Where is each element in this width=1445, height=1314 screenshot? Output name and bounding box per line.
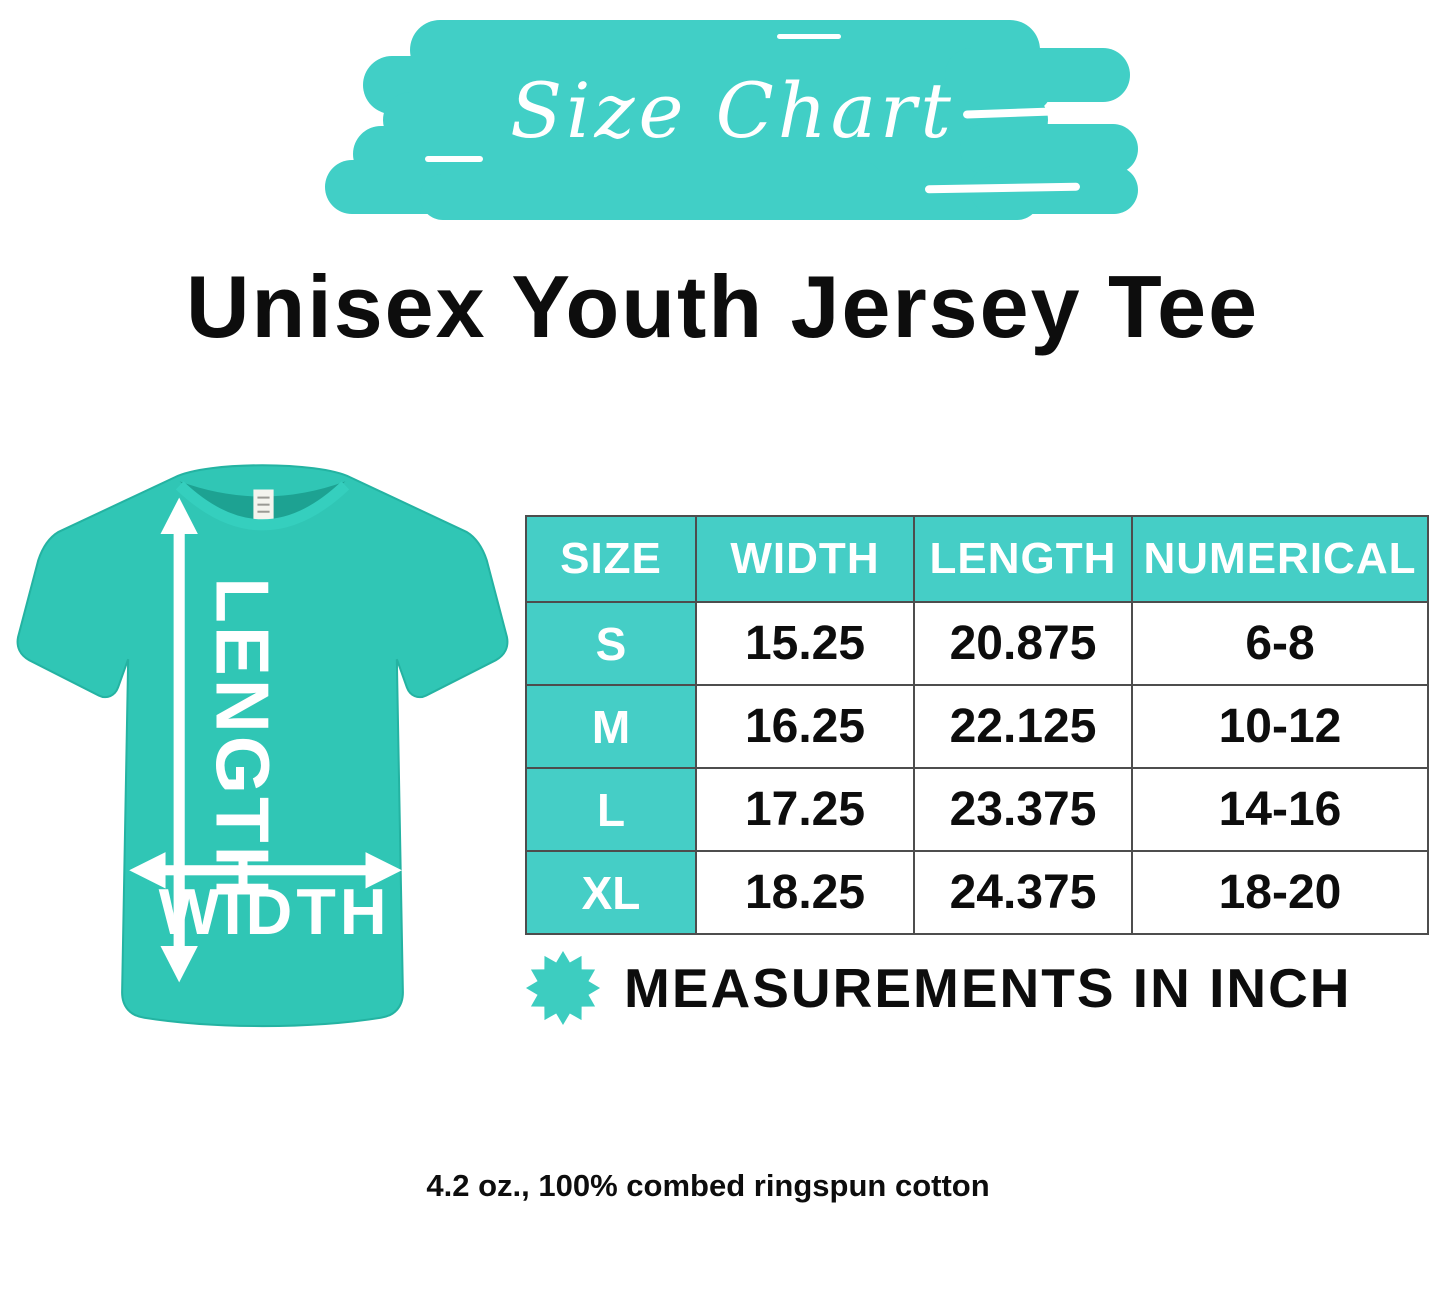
length-value: 22.125 xyxy=(913,684,1133,769)
brush-stroke xyxy=(945,48,1130,102)
size-chart-banner: Size Chart xyxy=(325,8,1140,220)
measurements-note: MEASUREMENTS IN INCH xyxy=(524,946,1439,1030)
collar-band xyxy=(175,481,350,531)
size-label: L xyxy=(525,767,697,852)
fabric-note: 4.2 oz., 100% combed ringspun cotton xyxy=(426,1168,990,1203)
column-header-width: WIDTH xyxy=(695,515,915,603)
size-label: M xyxy=(525,684,697,769)
length-value: 20.875 xyxy=(913,601,1133,686)
column-header-length: LENGTH xyxy=(913,515,1133,603)
table-row-xl: XL 18.25 24.375 18-20 xyxy=(525,850,1429,935)
column-header-numerical: NUMERICAL xyxy=(1131,515,1429,603)
length-value: 24.375 xyxy=(913,850,1133,935)
length-value: 23.375 xyxy=(913,767,1133,852)
size-label: XL xyxy=(525,850,697,935)
table-header-row: SIZE WIDTH LENGTH NUMERICAL xyxy=(525,515,1429,603)
table-row-m: M 16.25 22.125 10-12 xyxy=(525,684,1429,769)
width-value: 16.25 xyxy=(695,684,915,769)
tshirt-svg: LENGTH WIDTH xyxy=(16,464,509,1028)
page-title: Unisex Youth Jersey Tee xyxy=(185,257,1260,356)
width-value: 15.25 xyxy=(695,601,915,686)
table-row-l: L 17.25 23.375 14-16 xyxy=(525,767,1429,852)
width-arrow-icon xyxy=(129,852,402,889)
numerical-value: 18-20 xyxy=(1131,850,1429,935)
measurements-note-text: MEASUREMENTS IN INCH xyxy=(624,957,1352,1019)
starburst-icon xyxy=(525,950,601,1026)
numerical-value: 6-8 xyxy=(1131,601,1429,686)
brush-gap xyxy=(777,34,841,39)
length-arrow-icon xyxy=(160,497,198,983)
size-label: S xyxy=(525,601,697,686)
table-row-s: S 15.25 20.875 6-8 xyxy=(525,601,1429,686)
width-value: 18.25 xyxy=(695,850,915,935)
brush-gap xyxy=(425,156,483,162)
tshirt-graphic: LENGTH WIDTH xyxy=(10,438,515,1046)
brush-stroke xyxy=(420,174,1040,220)
column-header-size: SIZE xyxy=(525,515,697,603)
banner-title: Size Chart xyxy=(510,65,955,155)
numerical-value: 10-12 xyxy=(1131,684,1429,769)
width-value: 17.25 xyxy=(695,767,915,852)
width-label: WIDTH xyxy=(159,875,391,948)
tshirt-body xyxy=(16,464,509,1028)
size-table: SIZE WIDTH LENGTH NUMERICAL S 15.25 20.8… xyxy=(525,515,1429,935)
collar-tag xyxy=(253,489,274,524)
numerical-value: 14-16 xyxy=(1131,767,1429,852)
brush-stroke xyxy=(960,124,1138,174)
length-label: LENGTH xyxy=(200,577,284,902)
